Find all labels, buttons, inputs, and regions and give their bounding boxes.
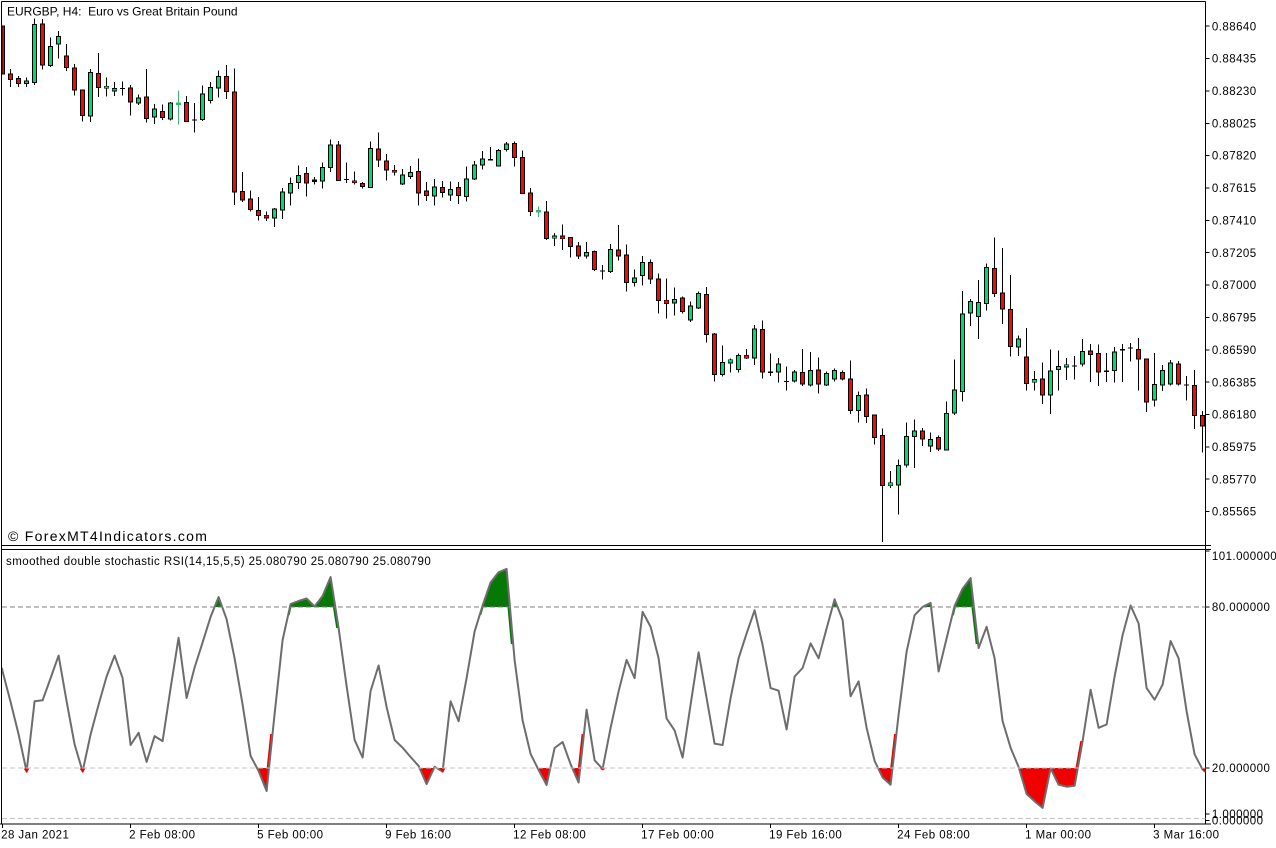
svg-text:17 Feb 00:00: 17 Feb 00:00 <box>641 830 714 842</box>
svg-text:12 Feb 08:00: 12 Feb 08:00 <box>513 830 586 842</box>
svg-text:0.88025: 0.88025 <box>1212 118 1257 130</box>
svg-text:0.88640: 0.88640 <box>1212 21 1257 33</box>
svg-text:101.000000: 101.000000 <box>1212 551 1276 563</box>
svg-text:9 Feb 16:00: 9 Feb 16:00 <box>385 830 451 842</box>
svg-text:0.88435: 0.88435 <box>1212 54 1257 66</box>
svg-text:EURGBP, H4: Euro vs Great Bri: EURGBP, H4: Euro vs Great Britain Pound <box>7 5 238 19</box>
svg-text:0.85770: 0.85770 <box>1212 474 1257 486</box>
svg-text:20.000000: 20.000000 <box>1212 763 1270 775</box>
svg-text:0.86795: 0.86795 <box>1212 313 1257 325</box>
svg-text:80.000000: 80.000000 <box>1212 602 1270 614</box>
svg-text:0.86385: 0.86385 <box>1212 377 1257 389</box>
svg-text:smoothed double stochastic RSI: smoothed double stochastic RSI(14,15,5,5… <box>6 556 431 568</box>
svg-text:28 Jan 2021: 28 Jan 2021 <box>1 830 69 842</box>
svg-text:2 Feb 08:00: 2 Feb 08:00 <box>129 830 195 842</box>
svg-text:3 Mar 16:00: 3 Mar 16:00 <box>1153 830 1219 842</box>
svg-text:0.87820: 0.87820 <box>1212 151 1257 163</box>
svg-text:0.87410: 0.87410 <box>1212 216 1257 228</box>
svg-text:24 Feb 08:00: 24 Feb 08:00 <box>897 830 970 842</box>
svg-text:0.86180: 0.86180 <box>1212 410 1257 422</box>
svg-text:1 Mar 00:00: 1 Mar 00:00 <box>1025 830 1091 842</box>
svg-text:0.000000: 0.000000 <box>1212 816 1264 828</box>
svg-text:0.86590: 0.86590 <box>1212 345 1257 357</box>
svg-text:19 Feb 16:00: 19 Feb 16:00 <box>769 830 842 842</box>
svg-text:0.85565: 0.85565 <box>1212 507 1257 519</box>
svg-text:0.87000: 0.87000 <box>1212 280 1257 292</box>
svg-text:0.87615: 0.87615 <box>1212 183 1257 195</box>
svg-text:0.85975: 0.85975 <box>1212 442 1257 454</box>
svg-text:5 Feb 00:00: 5 Feb 00:00 <box>257 830 323 842</box>
svg-text:0.88230: 0.88230 <box>1212 86 1257 98</box>
svg-text:0.87205: 0.87205 <box>1212 248 1257 260</box>
svg-text:1.000000: 1.000000 <box>1212 809 1264 821</box>
svg-text:© ForexMT4Indicators.com: © ForexMT4Indicators.com <box>8 528 208 544</box>
